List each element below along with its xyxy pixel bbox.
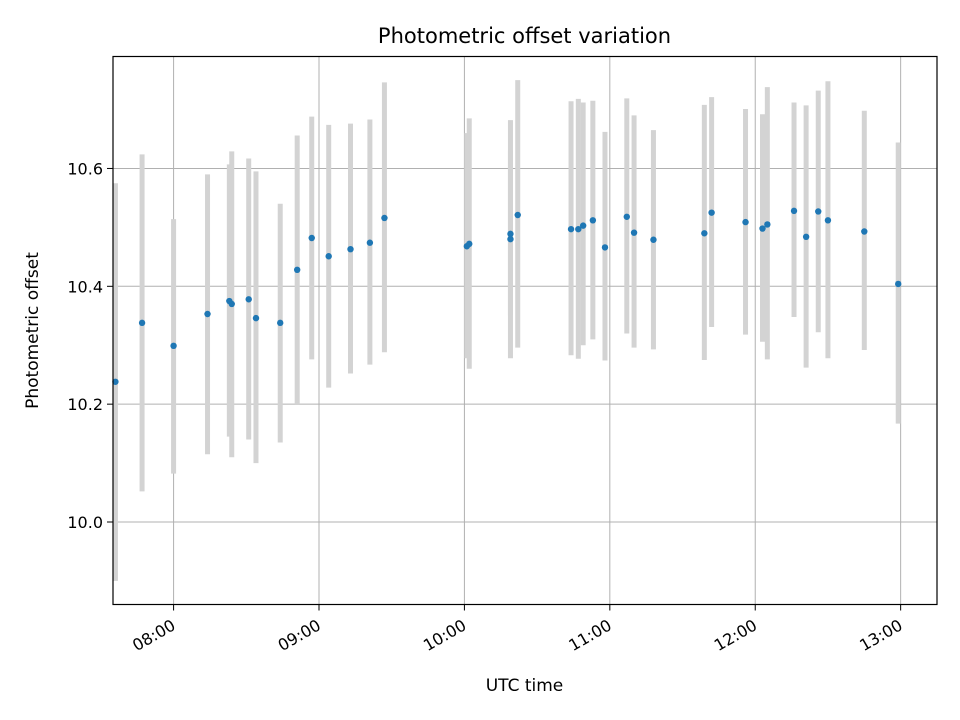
y-tick-label: 10.0 [67, 513, 103, 532]
data-points [112, 207, 902, 385]
data-point [630, 229, 638, 236]
data-point [170, 342, 177, 350]
x-axis-label: UTC time [486, 676, 564, 696]
chart-title: Photometric offset variation [378, 24, 671, 48]
data-point [708, 209, 715, 216]
data-point [228, 300, 235, 308]
data-point [575, 225, 582, 233]
y-tick-label: 10.2 [67, 395, 103, 414]
data-point [112, 378, 119, 385]
data-point [815, 208, 822, 215]
data-point [824, 217, 832, 224]
data-point [325, 253, 332, 260]
data-point [579, 222, 587, 229]
data-point [245, 296, 252, 303]
data-point [790, 207, 798, 215]
data-point [204, 310, 211, 318]
data-point [507, 235, 514, 243]
data-point [759, 225, 766, 232]
y-axis-label: Photometric offset [23, 252, 43, 409]
data-point [589, 217, 597, 224]
y-tick-label: 10.6 [67, 159, 103, 178]
data-point [347, 245, 354, 253]
plot-frame [112, 55, 938, 606]
data-point [252, 314, 260, 322]
data-point [601, 244, 609, 251]
data-point [466, 240, 473, 248]
data-point [308, 234, 315, 242]
data-point [293, 266, 301, 274]
data-point [742, 218, 749, 226]
data-point [366, 239, 374, 246]
y-tick-label: 10.4 [67, 277, 103, 296]
data-point [567, 225, 575, 233]
data-point [623, 213, 630, 220]
y-axis: 10.0 10.2 10.4 10.6 [67, 159, 113, 532]
data-point [650, 236, 657, 243]
data-point [381, 214, 388, 222]
data-point [138, 319, 146, 327]
data-point [277, 319, 284, 327]
data-point [764, 221, 771, 228]
data-point [701, 230, 708, 237]
data-point [895, 280, 902, 288]
data-point [507, 230, 514, 238]
data-point [514, 211, 521, 219]
data-point [861, 228, 868, 235]
data-point [802, 233, 810, 241]
